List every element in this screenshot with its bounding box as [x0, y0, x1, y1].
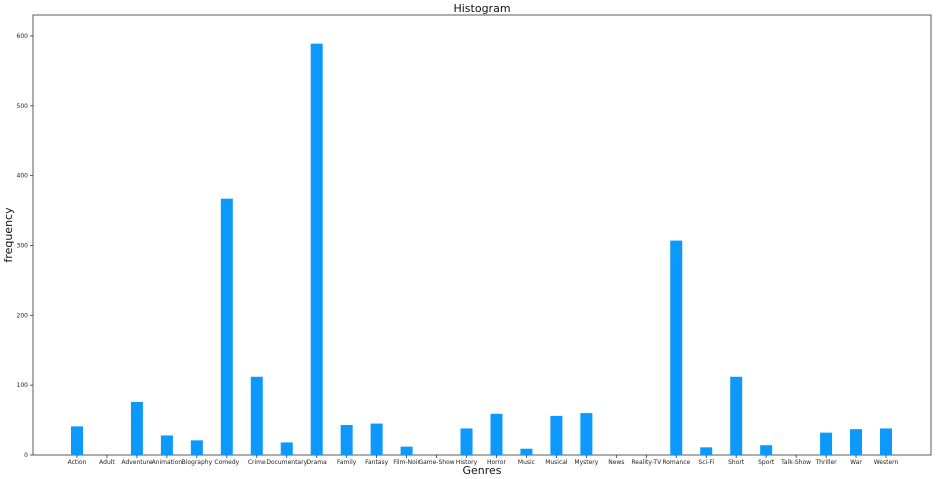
x-tick-label: Comedy — [214, 459, 239, 466]
x-axis-title: Genres — [462, 464, 501, 477]
x-tick-label: Animation — [152, 459, 183, 466]
x-tick-label: Film-Noir — [393, 459, 420, 466]
x-tick-label: Sci-Fi — [698, 459, 714, 466]
y-tick-label: 600 — [17, 33, 29, 40]
bar-music — [520, 448, 533, 455]
bar-musical — [550, 415, 563, 455]
x-tick-label: Thriller — [815, 459, 838, 466]
bar-history — [460, 428, 473, 455]
bar-thriller — [820, 432, 833, 455]
x-axis: Action Adult Adventure Animation Biography Co… — [68, 455, 899, 466]
x-tick-label: Action — [68, 459, 87, 466]
chart-title: Histogram — [453, 2, 510, 15]
x-tick-label: Western — [874, 459, 899, 466]
x-tick-label: War — [850, 459, 862, 466]
x-tick-label: Music — [518, 459, 535, 466]
bar-animation — [160, 435, 173, 455]
bar-mystery — [580, 413, 593, 455]
bar-fantasy — [370, 423, 383, 455]
y-tick-label: 500 — [17, 103, 29, 110]
x-tick-label: Drama — [307, 459, 328, 466]
x-tick-label: Mystery — [574, 459, 598, 466]
y-tick-label: 400 — [17, 173, 29, 180]
bar-western — [880, 428, 892, 455]
bar-short — [730, 376, 743, 455]
bar-sci-fi — [700, 447, 713, 455]
y-axis: 0 100 200 300 400 500 600 — [17, 33, 33, 459]
plot-frame — [32, 14, 932, 456]
bar-drama — [310, 43, 323, 456]
x-tick-label: Crime — [248, 459, 266, 466]
x-tick-label: Adventure — [121, 459, 152, 466]
bar-war — [850, 429, 863, 455]
x-tick-label: Documentary — [266, 459, 307, 466]
y-tick-label: 300 — [17, 242, 29, 249]
bar-film-noir — [400, 446, 413, 455]
bar-comedy — [220, 198, 233, 455]
x-tick-label: Short — [728, 459, 745, 466]
bar-sport — [760, 445, 773, 455]
x-tick-label: Reality-TV — [631, 459, 662, 466]
y-axis-title: frequency — [2, 207, 15, 263]
x-tick-label: Game-Show — [418, 459, 454, 466]
bar-romance — [670, 240, 683, 455]
y-tick-label: 100 — [17, 382, 29, 389]
bar-action — [71, 426, 83, 455]
bar-family — [340, 424, 353, 455]
bar-adventure — [130, 401, 143, 455]
x-tick-label: Musical — [545, 459, 568, 466]
y-tick-label: 0 — [24, 452, 28, 459]
x-tick-label: News — [608, 459, 624, 466]
x-tick-label: History — [456, 459, 478, 466]
x-tick-label: Romance — [662, 459, 690, 466]
x-tick-label: Talk-Show — [780, 459, 811, 466]
x-tick-label: Family — [337, 459, 357, 466]
x-tick-label: Biography — [182, 459, 213, 466]
bar-horror — [490, 413, 503, 455]
x-tick-label: Horror — [487, 459, 507, 466]
x-tick-label: Fantasy — [365, 459, 389, 466]
bar-crime — [250, 376, 263, 455]
y-tick-label: 200 — [17, 312, 29, 319]
bar-biography — [190, 440, 203, 455]
x-tick-label: Adult — [99, 459, 115, 466]
x-tick-label: Sport — [758, 459, 775, 466]
bar-documentary — [280, 442, 293, 455]
bars — [71, 43, 892, 456]
